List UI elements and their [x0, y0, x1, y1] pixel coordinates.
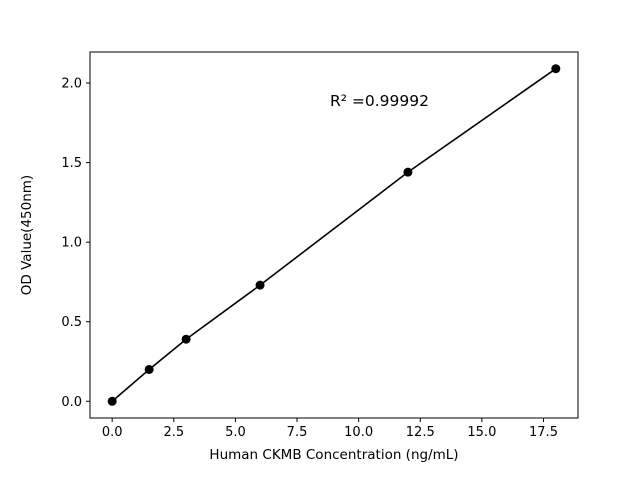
data-point	[181, 334, 191, 344]
x-axis-label: Human CKMB Concentration (ng/mL)	[209, 447, 458, 463]
r-squared-annotation: R² =0.99992	[330, 92, 429, 110]
x-tick-label: 2.5	[163, 425, 184, 440]
data-point	[403, 167, 413, 177]
data-point	[255, 280, 265, 290]
y-tick-label: 2.0	[61, 77, 82, 92]
x-tick-label: 5.0	[225, 425, 246, 440]
y-tick-label: 0.0	[61, 395, 82, 410]
x-tick-label: 12.5	[406, 425, 435, 440]
x-tick-label: 0.0	[102, 425, 123, 440]
plot-spines	[89, 51, 579, 419]
plot-area: 0.0 2.5 5.0 7.5 10.0 12.5 15.0 17.5 0.0 0.5 1.0 1.5…	[61, 51, 579, 440]
x-tick-label: 7.5	[287, 425, 308, 440]
y-tick-label: 1.0	[61, 236, 82, 251]
y-tick-label: 1.5	[61, 156, 82, 171]
y-tick-label: 0.5	[61, 315, 82, 330]
x-tick-label: 17.5	[529, 425, 558, 440]
y-axis-label: OD Value(450nm)	[19, 175, 35, 295]
data-point	[107, 396, 117, 406]
data-point	[144, 364, 154, 374]
data-point	[551, 64, 561, 74]
trend-line	[111, 68, 557, 402]
x-tick-label: 15.0	[467, 425, 496, 440]
x-tick-label: 10.0	[344, 425, 373, 440]
